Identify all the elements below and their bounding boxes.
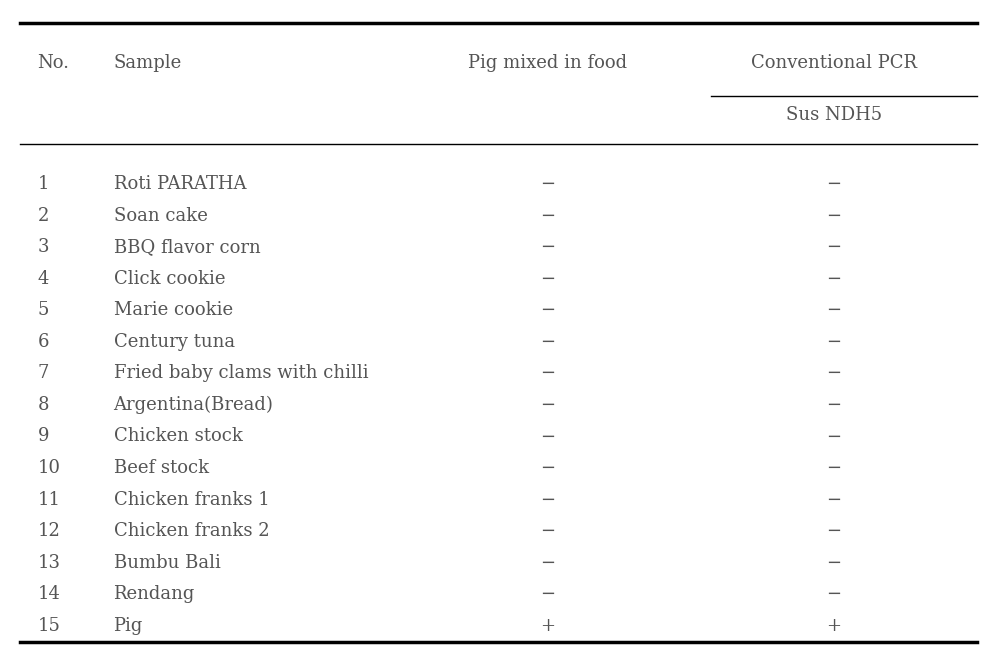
- Text: 10: 10: [37, 459, 60, 477]
- Text: −: −: [539, 364, 555, 382]
- Text: −: −: [539, 459, 555, 477]
- Text: −: −: [825, 428, 841, 446]
- Text: −: −: [825, 364, 841, 382]
- Text: Bumbu Bali: Bumbu Bali: [113, 554, 220, 572]
- Text: 14: 14: [37, 585, 60, 603]
- Text: −: −: [539, 428, 555, 446]
- Text: −: −: [825, 585, 841, 603]
- Text: Roti PARATHA: Roti PARATHA: [113, 175, 246, 193]
- Text: −: −: [539, 396, 555, 414]
- Text: 7: 7: [37, 364, 49, 382]
- Text: −: −: [825, 459, 841, 477]
- Text: −: −: [539, 207, 555, 224]
- Text: 1: 1: [37, 175, 49, 193]
- Text: No.: No.: [37, 53, 69, 72]
- Text: 4: 4: [37, 270, 49, 288]
- Text: 13: 13: [37, 554, 60, 572]
- Text: −: −: [539, 301, 555, 319]
- Text: −: −: [539, 238, 555, 256]
- Text: Pig mixed in food: Pig mixed in food: [467, 53, 627, 72]
- Text: Century tuna: Century tuna: [113, 333, 235, 351]
- Text: +: +: [539, 616, 555, 635]
- Text: 9: 9: [37, 428, 49, 446]
- Text: −: −: [539, 585, 555, 603]
- Text: 2: 2: [37, 207, 49, 224]
- Text: Argentina(Bread): Argentina(Bread): [113, 396, 273, 414]
- Text: 5: 5: [37, 301, 49, 319]
- Text: Rendang: Rendang: [113, 585, 194, 603]
- Text: −: −: [825, 270, 841, 288]
- Text: Marie cookie: Marie cookie: [113, 301, 233, 319]
- Text: Sample: Sample: [113, 53, 181, 72]
- Text: Click cookie: Click cookie: [113, 270, 225, 288]
- Text: −: −: [539, 270, 555, 288]
- Text: −: −: [825, 490, 841, 509]
- Text: 11: 11: [37, 490, 60, 509]
- Text: −: −: [825, 333, 841, 351]
- Text: −: −: [825, 301, 841, 319]
- Text: −: −: [825, 175, 841, 193]
- Text: 8: 8: [37, 396, 49, 414]
- Text: Pig: Pig: [113, 616, 143, 635]
- Text: 12: 12: [37, 522, 60, 540]
- Text: −: −: [825, 396, 841, 414]
- Text: Sus NDH5: Sus NDH5: [785, 106, 881, 125]
- Text: Beef stock: Beef stock: [113, 459, 208, 477]
- Text: Chicken stock: Chicken stock: [113, 428, 243, 446]
- Text: −: −: [825, 554, 841, 572]
- Text: −: −: [825, 238, 841, 256]
- Text: −: −: [825, 522, 841, 540]
- Text: 3: 3: [37, 238, 49, 256]
- Text: −: −: [539, 333, 555, 351]
- Text: −: −: [539, 522, 555, 540]
- Text: −: −: [539, 490, 555, 509]
- Text: Soan cake: Soan cake: [113, 207, 207, 224]
- Text: −: −: [825, 207, 841, 224]
- Text: Chicken franks 1: Chicken franks 1: [113, 490, 269, 509]
- Text: Conventional PCR: Conventional PCR: [750, 53, 916, 72]
- Text: +: +: [825, 616, 841, 635]
- Text: Fried baby clams with chilli: Fried baby clams with chilli: [113, 364, 368, 382]
- Text: 6: 6: [37, 333, 49, 351]
- Text: Chicken franks 2: Chicken franks 2: [113, 522, 269, 540]
- Text: −: −: [539, 175, 555, 193]
- Text: BBQ flavor corn: BBQ flavor corn: [113, 238, 260, 256]
- Text: −: −: [539, 554, 555, 572]
- Text: 15: 15: [37, 616, 60, 635]
